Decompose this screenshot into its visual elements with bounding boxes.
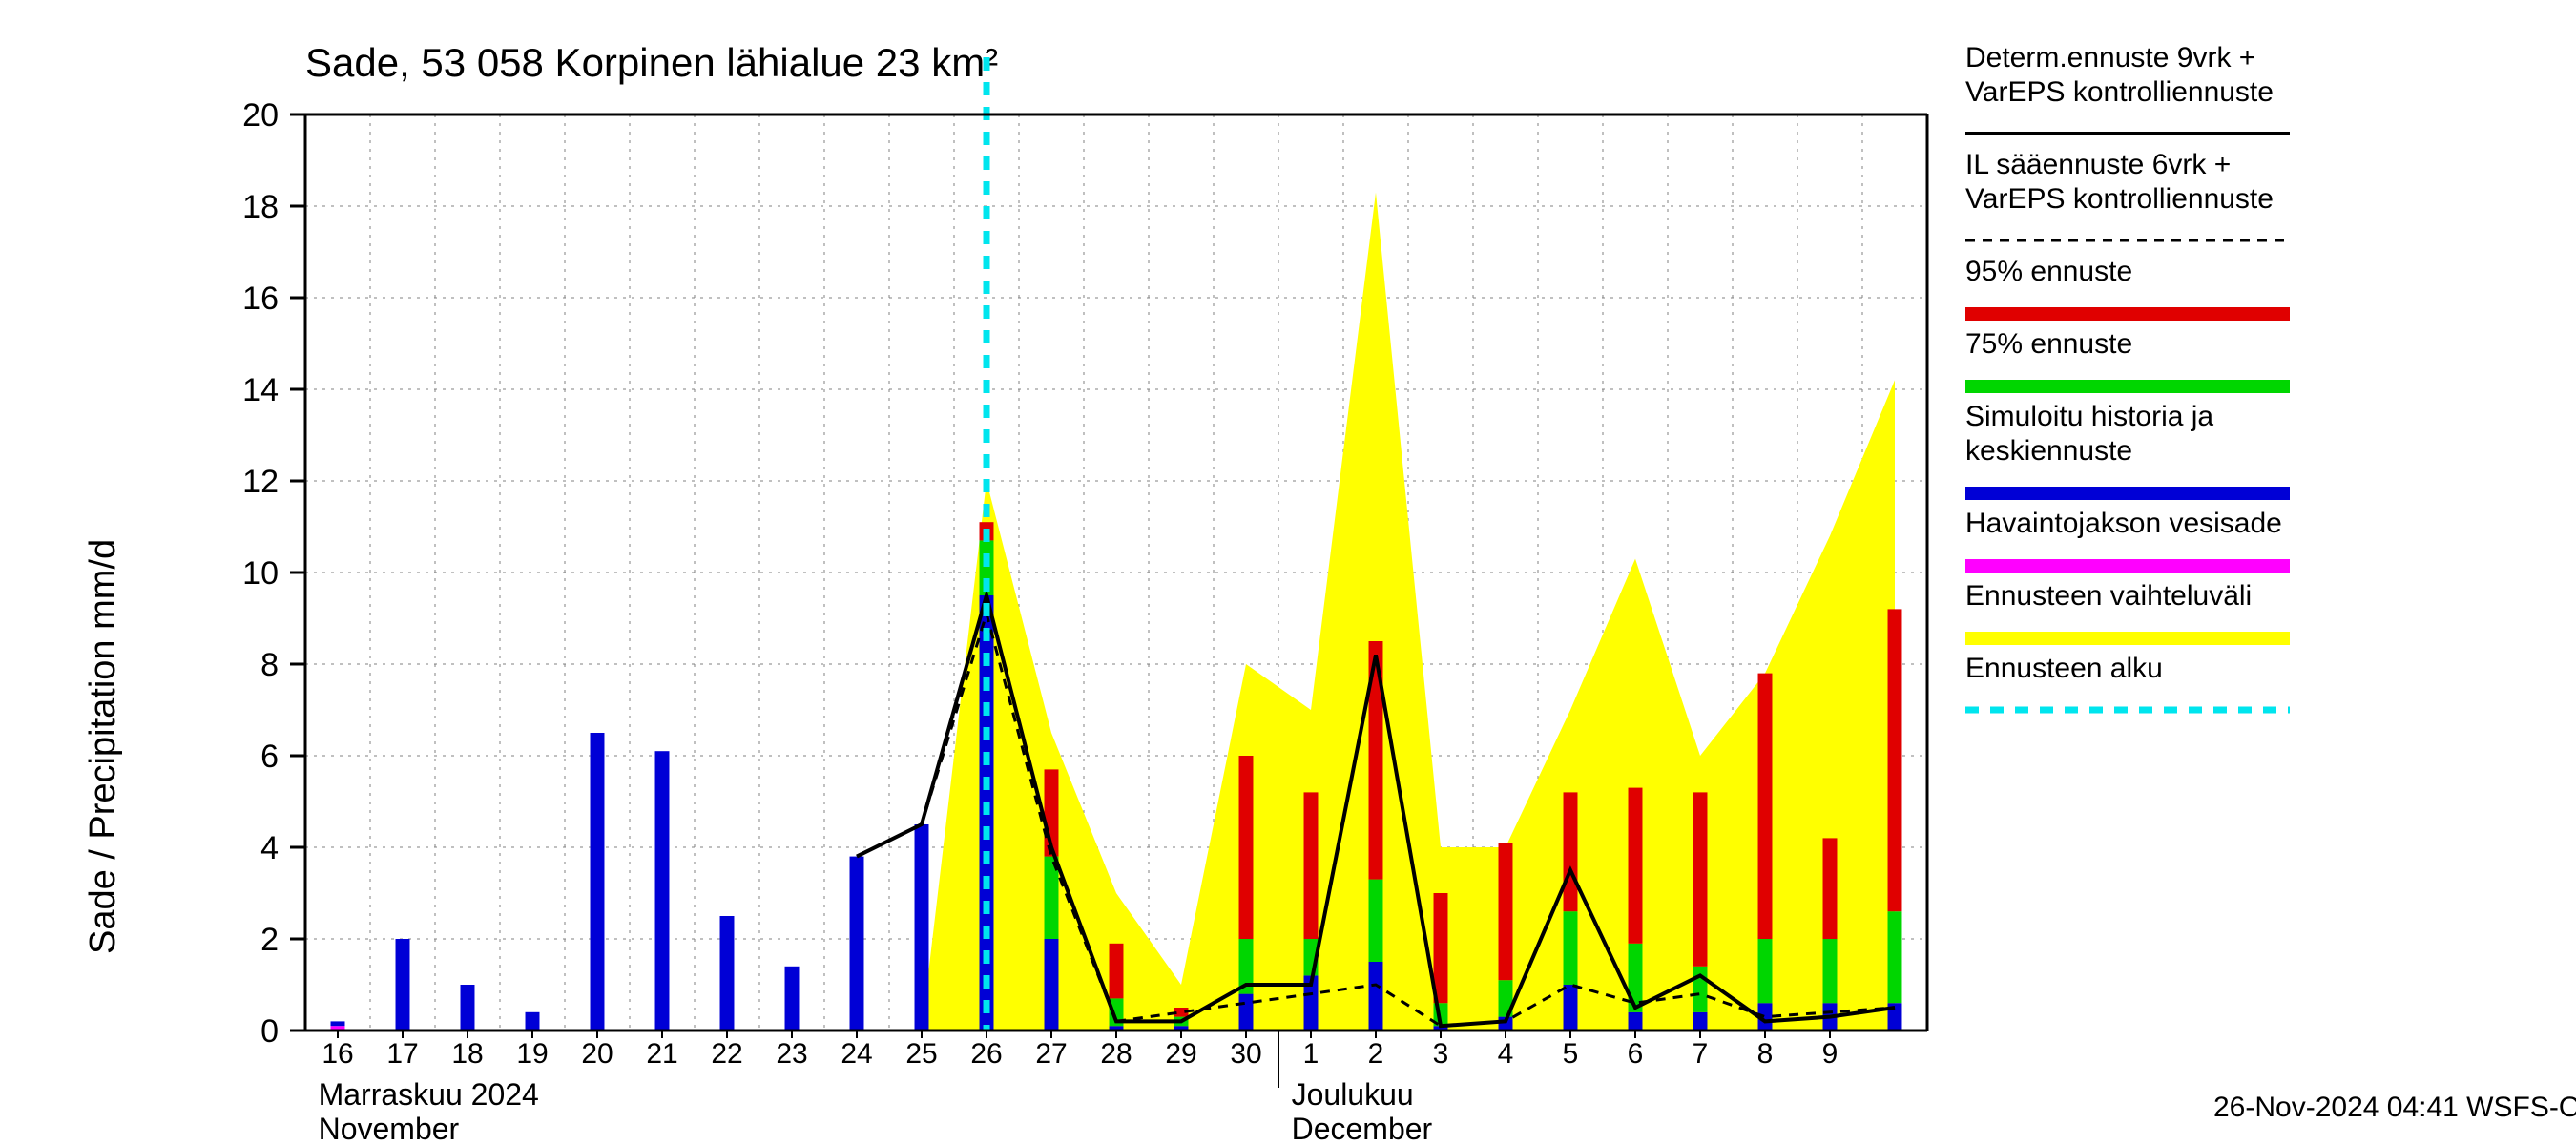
x-tick-labels: 161718192021222324252627282930123456789	[322, 1038, 1838, 1070]
svg-text:5: 5	[1563, 1038, 1579, 1070]
svg-text:95% ennuste: 95% ennuste	[1965, 256, 2132, 287]
svg-text:22: 22	[711, 1038, 742, 1070]
svg-text:Ennusteen vaihteluväli: Ennusteen vaihteluväli	[1965, 580, 2252, 612]
svg-text:25: 25	[905, 1038, 937, 1070]
variation-band	[338, 193, 1895, 1030]
svg-text:8: 8	[1757, 1038, 1774, 1070]
svg-text:75% ennuste: 75% ennuste	[1965, 328, 2132, 360]
svg-text:6: 6	[260, 739, 279, 775]
svg-text:VarEPS kontrolliennuste: VarEPS kontrolliennuste	[1965, 76, 2274, 108]
svg-text:27: 27	[1035, 1038, 1067, 1070]
svg-text:30: 30	[1230, 1038, 1261, 1070]
svg-text:10: 10	[242, 555, 279, 592]
svg-text:20: 20	[242, 97, 279, 134]
svg-text:keskiennuste: keskiennuste	[1965, 435, 2132, 467]
svg-text:4: 4	[1498, 1038, 1514, 1070]
svg-text:1: 1	[1303, 1038, 1319, 1070]
svg-text:29: 29	[1165, 1038, 1196, 1070]
svg-text:Simuloitu historia ja: Simuloitu historia ja	[1965, 401, 2213, 432]
month-labels: Marraskuu 2024November JoulukuuDecember	[319, 1077, 1433, 1145]
svg-text:Marraskuu 2024: Marraskuu 2024	[319, 1077, 539, 1112]
svg-text:6: 6	[1628, 1038, 1644, 1070]
svg-text:18: 18	[451, 1038, 483, 1070]
svg-text:4: 4	[260, 830, 279, 866]
svg-text:18: 18	[242, 189, 279, 225]
svg-text:23: 23	[776, 1038, 807, 1070]
svg-text:26: 26	[970, 1038, 1002, 1070]
svg-text:20: 20	[581, 1038, 613, 1070]
svg-text:8: 8	[260, 647, 279, 683]
svg-text:16: 16	[242, 281, 279, 317]
svg-text:Havaintojakson vesisade: Havaintojakson vesisade	[1965, 508, 2282, 539]
footer-timestamp: 26-Nov-2024 04:41 WSFS-O	[2213, 1092, 2576, 1123]
svg-text:0: 0	[260, 1013, 279, 1050]
svg-text:21: 21	[646, 1038, 677, 1070]
svg-text:9: 9	[1822, 1038, 1839, 1070]
chart-title: Sade, 53 058 Korpinen lähialue 23 km²	[305, 40, 998, 85]
svg-text:2: 2	[1368, 1038, 1384, 1070]
svg-text:Joulukuu: Joulukuu	[1292, 1077, 1414, 1112]
svg-text:7: 7	[1693, 1038, 1709, 1070]
svg-text:28: 28	[1100, 1038, 1132, 1070]
svg-text:12: 12	[242, 464, 279, 500]
svg-text:December: December	[1292, 1112, 1433, 1145]
svg-text:VarEPS kontrolliennuste: VarEPS kontrolliennuste	[1965, 183, 2274, 215]
svg-text:14: 14	[242, 372, 279, 408]
svg-text:17: 17	[386, 1038, 418, 1070]
svg-text:IL sääennuste 6vrk +: IL sääennuste 6vrk +	[1965, 149, 2231, 180]
svg-text:2: 2	[260, 922, 279, 958]
y-tick-labels: 0 2 4 6 8 10 12 14 16 18 20	[242, 97, 279, 1050]
svg-text:Ennusteen alku: Ennusteen alku	[1965, 653, 2163, 684]
svg-text:19: 19	[516, 1038, 548, 1070]
svg-text:3: 3	[1433, 1038, 1449, 1070]
legend: Determ.ennuste 9vrk +VarEPS kontrollienn…	[1965, 42, 2290, 710]
y-axis-label: Sade / Precipitation mm/d	[83, 539, 123, 954]
svg-text:Determ.ennuste 9vrk +: Determ.ennuste 9vrk +	[1965, 42, 2255, 73]
svg-text:24: 24	[841, 1038, 872, 1070]
svg-text:November: November	[319, 1112, 460, 1145]
svg-text:16: 16	[322, 1038, 353, 1070]
